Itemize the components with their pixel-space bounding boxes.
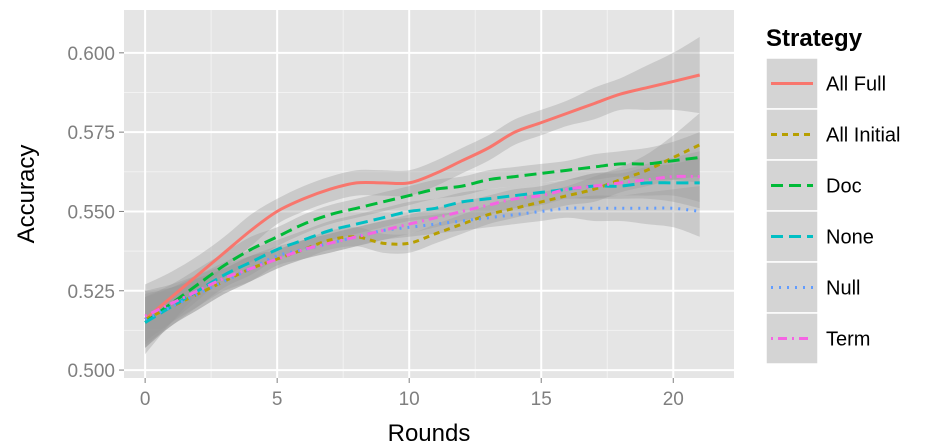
y-tick-label: 0.600 — [67, 44, 115, 65]
confidence-band — [145, 113, 700, 348]
x-axis-title: Rounds — [388, 420, 471, 446]
plot-panel — [124, 10, 734, 378]
confidence-band — [145, 157, 700, 348]
series-line — [144, 174, 700, 318]
series-line — [144, 156, 700, 324]
x-tick-label: 15 — [531, 389, 552, 410]
axis-ticks — [119, 52, 674, 383]
confidence-band — [145, 151, 700, 342]
series-line — [144, 73, 701, 321]
y-tick-labels: 0.500 0.525 0.550 0.575 0.600 — [67, 44, 115, 382]
legend-title: Strategy — [766, 25, 863, 52]
x-tick-label: 20 — [663, 389, 684, 410]
series-line — [144, 181, 700, 324]
legend-label: All Full — [826, 74, 886, 96]
legend-label: Doc — [826, 176, 862, 198]
legend-key — [765, 261, 819, 314]
y-tick-label: 0.550 — [67, 202, 115, 223]
legend-label: None — [826, 227, 874, 249]
y-tick-label: 0.500 — [67, 361, 115, 382]
x-tick-labels: 0 5 10 15 20 — [140, 389, 684, 410]
legend-label: Null — [826, 278, 860, 300]
x-tick-label: 5 — [272, 389, 283, 410]
legend-label: Term — [826, 329, 870, 351]
y-tick-label: 0.575 — [67, 123, 115, 144]
legend: All Full All Initial Doc None Null Term — [765, 57, 900, 365]
x-tick-label: 0 — [140, 389, 151, 410]
series-line — [144, 206, 700, 321]
grid-major — [124, 10, 734, 378]
x-tick-label: 10 — [399, 389, 420, 410]
y-axis-title: Accuracy — [13, 145, 40, 244]
confidence-band — [145, 132, 700, 348]
y-tick-label: 0.525 — [67, 282, 115, 303]
legend-label: All Initial — [826, 125, 900, 147]
grid-minor — [124, 10, 734, 378]
series-lines — [144, 73, 701, 324]
